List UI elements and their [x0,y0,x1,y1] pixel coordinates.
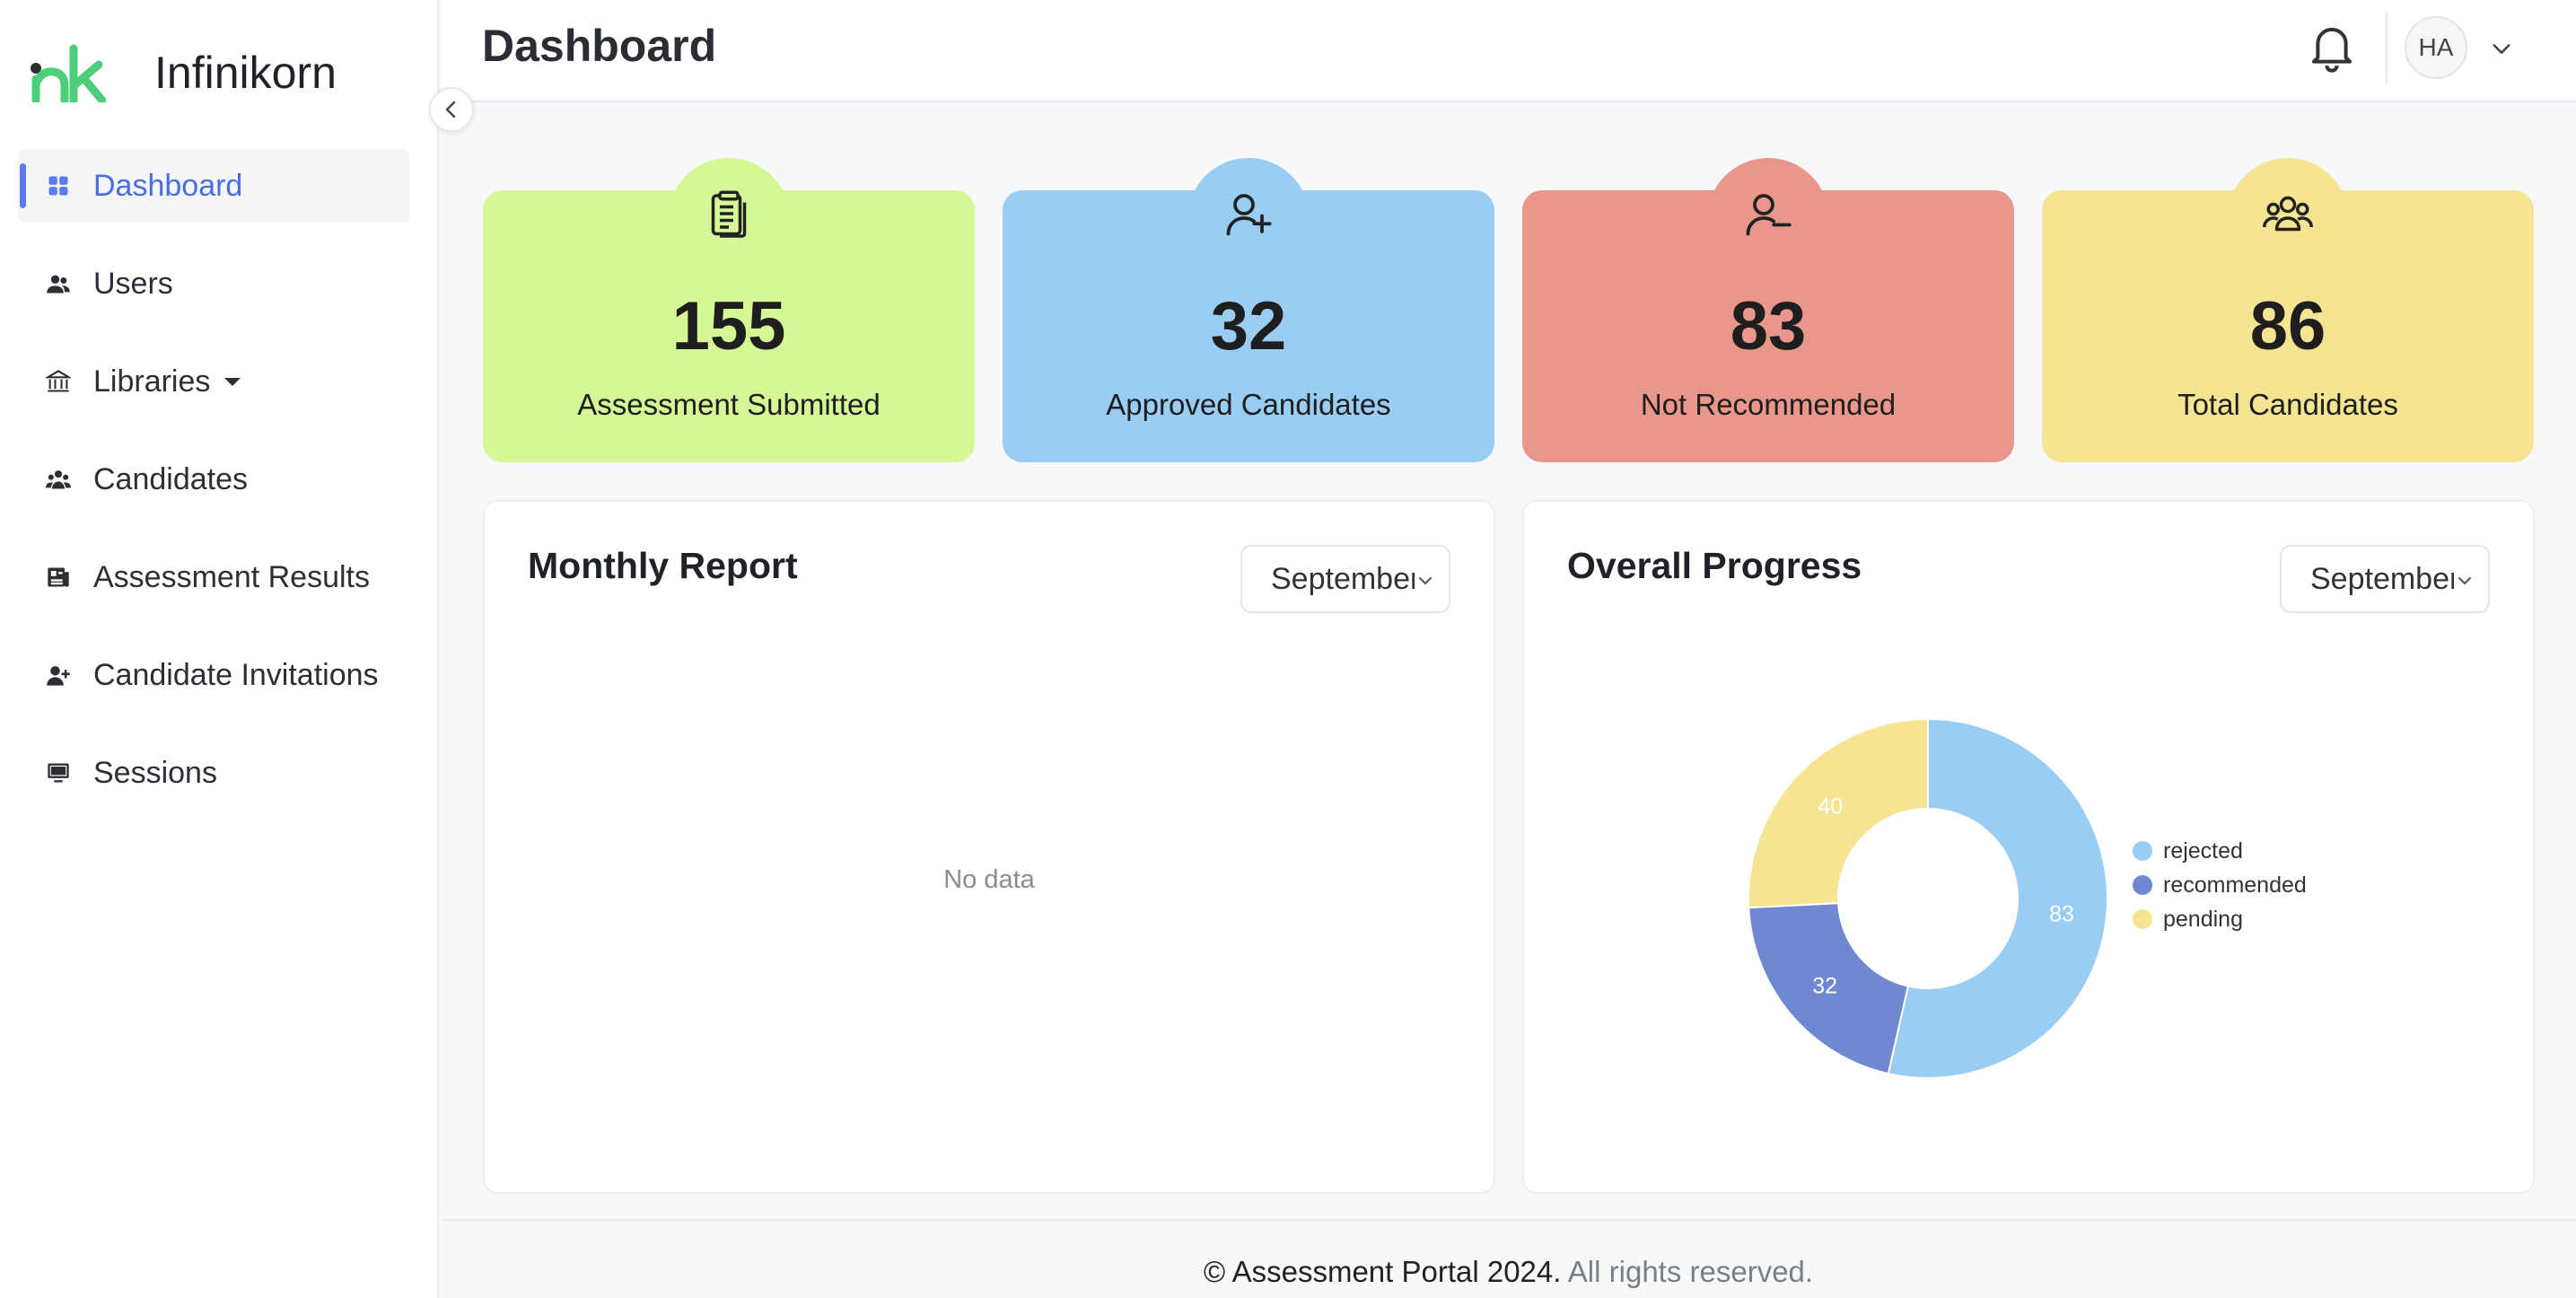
sidebar-item-label: Users [93,266,173,301]
sidebar-collapse-button[interactable] [429,87,474,132]
brand-logo-icon [31,44,106,102]
sidebar-item-assessment-results[interactable]: Assessment Results [18,540,409,614]
footer-text: © Assessment Portal 2024. All rights res… [441,1255,2576,1289]
stat-card-approved-candidates[interactable]: 32 Approved Candidates [1003,158,1494,462]
sidebar-item-label: Libraries [93,364,211,399]
footer-rights: All rights reserved. [1567,1255,1814,1288]
brand[interactable]: Infinikorn [29,32,337,113]
chevron-down-icon[interactable] [2489,36,2514,61]
legend-label: rejected [2163,838,2243,864]
select-value: September [1271,561,1415,596]
legend-swatch [2133,841,2152,861]
sidebar-item-users[interactable]: Users [18,247,409,320]
sidebar-item-sessions[interactable]: Sessions [18,736,409,810]
bell-icon[interactable] [2308,22,2356,74]
legend-swatch [2133,875,2152,895]
library-icon [45,368,72,395]
sidebar-item-libraries[interactable]: Libraries [18,345,409,418]
stat-value: 86 [2249,288,2326,364]
monitor-icon [45,759,72,786]
donut-chart: 83 32 40 [1748,717,2108,1079]
stat-card-not-recommended[interactable]: 83 Not Recommended [1522,158,2014,462]
stat-label: Not Recommended [1640,388,1897,421]
select-value: September [2310,561,2454,596]
sidebar-item-label: Candidates [93,461,249,496]
stat-label: Approved Candidates [1106,388,1391,421]
stat-value: 155 [671,288,786,364]
sidebar-item-label: Assessment Results [93,559,370,594]
user-minus-icon [1746,194,1792,236]
slice-rejected[interactable] [1887,717,2108,1079]
group-icon [45,466,72,493]
panel-title: Monthly Report [528,545,798,586]
monthly-report-panel: Monthly Report September No data [483,500,1495,1194]
legend-label: pending [2163,906,2243,932]
stat-value: 83 [1730,288,1807,364]
top-header: Dashboard HA [441,0,2576,102]
brand-name: Infinikorn [154,48,337,98]
sidebar: Infinikorn Dashboard Users Libraries [0,0,439,1298]
grid-icon [45,172,72,199]
month-select[interactable]: September [2280,545,2490,613]
slice-pending[interactable] [1748,717,1929,909]
month-select[interactable]: September [1240,545,1450,613]
chevron-down-icon [2458,577,2471,584]
chevron-left-icon [445,101,456,118]
slice-label-pending: 40 [1818,794,1843,820]
sidebar-item-candidates[interactable]: Candidates [18,443,409,516]
group-icon [2263,196,2313,232]
user-plus-icon [45,662,72,688]
sidebar-item-candidate-invitations[interactable]: Candidate Invitations [18,638,409,712]
slice-label-rejected: 83 [2049,902,2074,927]
user-plus-icon [1226,194,1272,236]
sidebar-item-label: Candidate Invitations [93,657,379,692]
slice-label-recommended: 32 [1812,974,1837,999]
footer: © Assessment Portal 2024. All rights res… [441,1219,2576,1298]
clipboard-icon [711,190,747,238]
legend-item-rejected[interactable]: rejected [2133,834,2307,868]
sidebar-item-label: Sessions [93,755,217,790]
legend-item-pending[interactable]: pending [2133,902,2307,936]
legend-item-recommended[interactable]: recommended [2133,868,2307,902]
users-icon [45,270,72,297]
slice-recommended[interactable] [1748,902,1910,1075]
stat-card-assessment-submitted[interactable]: 155 Assessment Submitted [483,158,975,462]
page-title: Dashboard [482,21,717,71]
sidebar-item-dashboard[interactable]: Dashboard [18,149,409,223]
legend-swatch [2133,909,2152,929]
footer-copyright: © Assessment Portal 2024. [1203,1255,1562,1288]
stat-card-total-candidates[interactable]: 86 Total Candidates [2042,158,2534,462]
panel-title: Overall Progress [1567,545,1862,586]
avatar[interactable]: HA [2405,16,2467,79]
stat-label: Assessment Submitted [577,388,881,421]
legend-label: recommended [2163,872,2307,898]
stat-value: 32 [1210,288,1287,364]
chart-legend: rejected recommended pending [2133,834,2307,936]
sidebar-nav: Dashboard Users Libraries Candidates [18,149,409,834]
results-icon [45,564,72,591]
caret-down-icon [224,377,241,386]
overall-progress-panel: Overall Progress September 83 32 40 reject… [1522,500,2535,1194]
empty-state-text: No data [943,865,1035,894]
chevron-down-icon [1419,577,1432,584]
stat-label: Total Candidates [2177,388,2398,421]
header-divider [2386,13,2388,84]
sidebar-item-label: Dashboard [93,168,243,203]
